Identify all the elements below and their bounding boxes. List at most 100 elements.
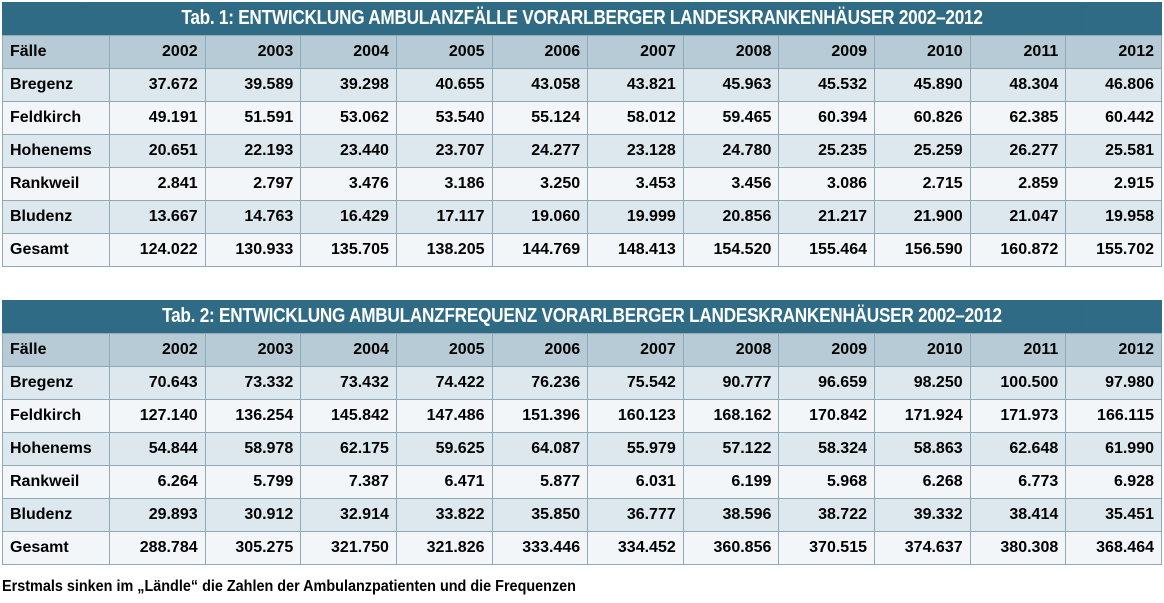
value-cell: 64.087 — [491, 432, 589, 466]
value-cell: 55.124 — [491, 101, 589, 135]
table-1-title: Tab. 1: ENTWICKLUNG AMBULANZFÄLLE VORARL… — [83, 2, 1081, 35]
value-cell: 43.821 — [587, 68, 684, 102]
value-cell: 2010 — [874, 333, 971, 367]
value-cell: 135.705 — [300, 233, 397, 267]
value-cell: 37.672 — [109, 68, 206, 102]
table-row: Gesamt 124.022 130.933 135.705 138.205 144.76… — [2, 233, 1162, 267]
value-cell: 40.655 — [395, 68, 493, 102]
value-cell: 60.442 — [1065, 101, 1162, 135]
table-row: Bregenz 70.643 73.332 73.432 74.422 76.236 75.… — [2, 366, 1162, 400]
table-2-grid: Fälle 2002 2003 2004 2005 2006 2007 2008 2009 201… — [2, 333, 1162, 565]
value-cell: 160.123 — [587, 399, 684, 433]
value-cell: 48.304 — [969, 68, 1067, 102]
value-cell: 2.797 — [204, 167, 302, 201]
value-cell: 59.465 — [682, 101, 780, 135]
value-cell: 6.928 — [1065, 465, 1162, 499]
value-cell: 30.912 — [204, 498, 302, 532]
value-cell: 23.707 — [395, 134, 493, 168]
value-cell: 62.648 — [969, 432, 1067, 466]
value-cell: 35.451 — [1065, 498, 1162, 532]
value-cell: 70.643 — [109, 366, 206, 400]
row-label-cell: Gesamt — [2, 531, 110, 565]
value-cell: 51.591 — [204, 101, 302, 135]
value-cell: 370.515 — [778, 531, 875, 565]
value-cell: 2006 — [491, 333, 589, 367]
value-cell: 23.440 — [300, 134, 397, 168]
value-cell: 25.235 — [778, 134, 875, 168]
table-row: Rankweil 6.264 5.799 7.387 6.471 5.877 6.031 6.… — [2, 465, 1162, 499]
value-cell: 32.914 — [300, 498, 397, 532]
table-row: Bludenz 29.893 30.912 32.914 33.822 35.850 36.… — [2, 498, 1162, 532]
value-cell: 7.387 — [300, 465, 397, 499]
value-cell: 46.806 — [1065, 68, 1162, 102]
header-row: Fälle 2002 2003 2004 2005 2006 2007 2008 2009 201… — [2, 333, 1162, 367]
value-cell: 39.298 — [300, 68, 397, 102]
table-row: Feldkirch 127.140 136.254 145.842 147.486 151… — [2, 399, 1162, 433]
value-cell: 39.332 — [874, 498, 971, 532]
value-cell: 6.031 — [587, 465, 684, 499]
value-cell: 380.308 — [969, 531, 1067, 565]
value-cell: 24.277 — [491, 134, 589, 168]
value-cell: 38.722 — [778, 498, 875, 532]
table-2-title-bar: Tab. 2: ENTWICKLUNG AMBULANZFREQUENZ VOR… — [2, 300, 1162, 333]
row-label-cell: Feldkirch — [2, 101, 110, 135]
value-cell: 58.324 — [778, 432, 875, 466]
value-cell: 36.777 — [587, 498, 684, 532]
value-cell: 6.471 — [395, 465, 493, 499]
value-cell: 74.422 — [395, 366, 493, 400]
value-cell: 171.973 — [969, 399, 1067, 433]
value-cell: 5.877 — [491, 465, 589, 499]
value-cell: 156.590 — [874, 233, 971, 267]
value-cell: 39.589 — [204, 68, 302, 102]
header-row: Fälle 2002 2003 2004 2005 2006 2007 2008 2009 201… — [2, 35, 1162, 69]
value-cell: 3.476 — [300, 167, 397, 201]
value-cell: 62.385 — [969, 101, 1067, 135]
value-cell: 58.863 — [874, 432, 971, 466]
value-cell: 5.968 — [778, 465, 875, 499]
row-label-cell: Fälle — [2, 35, 110, 69]
value-cell: 151.396 — [491, 399, 589, 433]
value-cell: 145.842 — [300, 399, 397, 433]
value-cell: 334.452 — [587, 531, 684, 565]
value-cell: 2008 — [682, 333, 780, 367]
value-cell: 38.414 — [969, 498, 1067, 532]
value-cell: 2005 — [395, 35, 493, 69]
value-cell: 147.486 — [395, 399, 493, 433]
value-cell: 75.542 — [587, 366, 684, 400]
value-cell: 155.702 — [1065, 233, 1162, 267]
value-cell: 59.625 — [395, 432, 493, 466]
value-cell: 60.826 — [874, 101, 971, 135]
row-label-cell: Gesamt — [2, 233, 110, 267]
row-label-cell: Bregenz — [2, 68, 110, 102]
value-cell: 368.464 — [1065, 531, 1162, 565]
value-cell: 19.958 — [1065, 200, 1162, 234]
value-cell: 138.205 — [395, 233, 493, 267]
value-cell: 144.769 — [491, 233, 589, 267]
value-cell: 58.012 — [587, 101, 684, 135]
value-cell: 2009 — [778, 333, 875, 367]
value-cell: 333.446 — [491, 531, 589, 565]
value-cell: 58.978 — [204, 432, 302, 466]
value-cell: 2002 — [109, 333, 206, 367]
value-cell: 321.750 — [300, 531, 397, 565]
value-cell: 73.432 — [300, 366, 397, 400]
value-cell: 33.822 — [395, 498, 493, 532]
value-cell: 3.250 — [491, 167, 589, 201]
value-cell: 19.060 — [491, 200, 589, 234]
value-cell: 2011 — [969, 35, 1067, 69]
value-cell: 168.162 — [682, 399, 780, 433]
value-cell: 2.715 — [874, 167, 971, 201]
table-row: Hohenems 20.651 22.193 23.440 23.707 24.277 23… — [2, 134, 1162, 168]
value-cell: 2.915 — [1065, 167, 1162, 201]
value-cell: 61.990 — [1065, 432, 1162, 466]
value-cell: 62.175 — [300, 432, 397, 466]
table-row: Rankweil 2.841 2.797 3.476 3.186 3.250 3.453 3.… — [2, 167, 1162, 201]
value-cell: 6.268 — [874, 465, 971, 499]
figure-caption: Erstmals sinken im „Ländle“ die Zahlen d… — [2, 578, 576, 595]
value-cell: 73.332 — [204, 366, 302, 400]
value-cell: 60.394 — [778, 101, 875, 135]
table-row: Gesamt 288.784 305.275 321.750 321.826 333.44… — [2, 531, 1162, 565]
value-cell: 2005 — [395, 333, 493, 367]
value-cell: 2009 — [778, 35, 875, 69]
value-cell: 6.773 — [969, 465, 1067, 499]
